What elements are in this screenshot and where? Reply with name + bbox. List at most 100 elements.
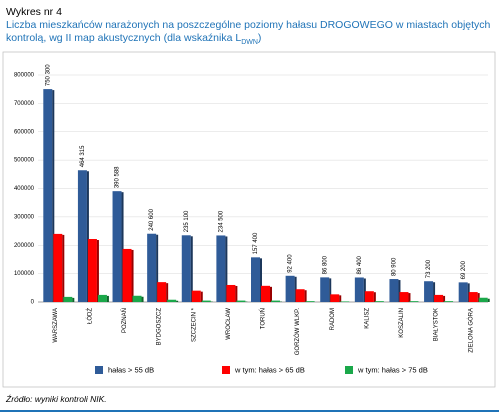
chart-label: Wykres nr 4 [6, 6, 62, 18]
bar-side [373, 292, 376, 302]
bar [295, 289, 305, 302]
x-tick-label: TORUŃ [260, 308, 267, 329]
value-label: 69 200 [461, 260, 467, 279]
bar [181, 235, 191, 302]
value-label: 92 400 [288, 254, 294, 273]
source: Źródło: wyniki kontroli NIK. [6, 394, 107, 404]
bar-side [86, 171, 89, 302]
value-label: 234 500 [218, 210, 224, 232]
value-label: 464 315 [80, 145, 86, 167]
value-label: 73 200 [426, 259, 432, 278]
y-tick-label: 700000 [14, 101, 35, 107]
bar-side [225, 236, 228, 302]
x-tick-label: KALISZ [364, 308, 370, 329]
bar [354, 277, 364, 302]
x-tick-label: BYDGOSZCZ [157, 308, 163, 346]
bar-side [72, 297, 75, 302]
bar [399, 292, 409, 302]
bar-side [121, 192, 124, 302]
legend-label: hałas > 55 dB [108, 365, 154, 374]
bar-side [166, 283, 169, 302]
bar-side [477, 293, 480, 302]
x-tick-label: ZIELONA GÓRA [467, 308, 474, 353]
bar [458, 282, 468, 302]
value-label: 157 400 [253, 232, 259, 254]
y-tick-label: 600000 [14, 129, 35, 135]
bar-side [363, 278, 366, 302]
bar-side [190, 236, 193, 302]
x-tick-label: GORZÓW WLKP. [294, 308, 301, 356]
bar [87, 239, 97, 302]
bar [63, 296, 73, 302]
bar [236, 300, 246, 302]
bar-side [235, 285, 238, 302]
bar-side [200, 291, 203, 302]
header: Wykres nr 4 Liczba mieszkańców narażonyc… [6, 6, 494, 49]
bar-side [141, 296, 144, 302]
x-tick-label: WARSZAWA [53, 308, 59, 343]
value-label: 86 400 [357, 255, 363, 274]
title-text: Liczba mieszkańców narażonych na poszcze… [6, 19, 491, 44]
bar-side [304, 290, 307, 302]
bar-side [270, 286, 272, 302]
bar [285, 275, 295, 302]
bar-side [433, 282, 436, 302]
chart-title: Liczba mieszkańców narażonych na poszcze… [6, 19, 494, 49]
title-end: ) [257, 32, 262, 44]
bar-side [131, 249, 134, 302]
bar-side [156, 234, 159, 302]
bar-side [260, 258, 262, 302]
y-tick-label: 0 [31, 300, 35, 306]
bar-side [339, 295, 342, 302]
rule [0, 410, 499, 412]
bar [216, 235, 226, 302]
legend-swatch [345, 366, 353, 374]
bar-side [176, 300, 179, 302]
bar-side [329, 278, 332, 302]
value-label: 235 100 [184, 210, 190, 232]
bar [261, 285, 270, 302]
bar-side [443, 295, 446, 302]
bar [364, 291, 374, 302]
y-tick-label: 400000 [14, 186, 35, 192]
chart-frame [2, 51, 496, 388]
bar [271, 300, 280, 302]
bar-side [408, 293, 411, 302]
bar [132, 295, 142, 302]
bar [330, 294, 340, 302]
x-tick-label: WROCŁAW [226, 308, 232, 340]
bar-side [487, 298, 490, 302]
bar [468, 292, 478, 302]
bar [320, 277, 330, 302]
y-tick-label: 100000 [14, 271, 35, 277]
y-tick-label: 800000 [14, 73, 35, 79]
y-tick-label: 200000 [14, 243, 35, 249]
bar [97, 294, 107, 302]
bar [374, 301, 384, 302]
y-tick-label: 500000 [14, 158, 35, 164]
bar [112, 191, 122, 302]
x-tick-label: SZCZECIN * [191, 307, 197, 342]
bar [340, 301, 350, 302]
legend-swatch [95, 366, 103, 374]
bar-side [52, 90, 55, 302]
y-tick-label: 300000 [14, 214, 35, 220]
bar [226, 284, 236, 302]
value-label: 86 800 [322, 255, 328, 274]
bar [444, 301, 454, 302]
bar [122, 248, 132, 302]
value-label: 390 588 [115, 166, 121, 188]
x-tick-label: RADOM [330, 308, 336, 330]
bar [305, 301, 315, 302]
bar [478, 297, 488, 302]
bar-side [398, 280, 401, 302]
bar [157, 282, 167, 302]
bar [43, 89, 53, 302]
bar-side [106, 295, 109, 302]
bar-side [62, 234, 65, 302]
legend-swatch [222, 366, 230, 374]
bar [409, 301, 419, 302]
x-tick-label: ŁÓDŹ [87, 308, 94, 324]
